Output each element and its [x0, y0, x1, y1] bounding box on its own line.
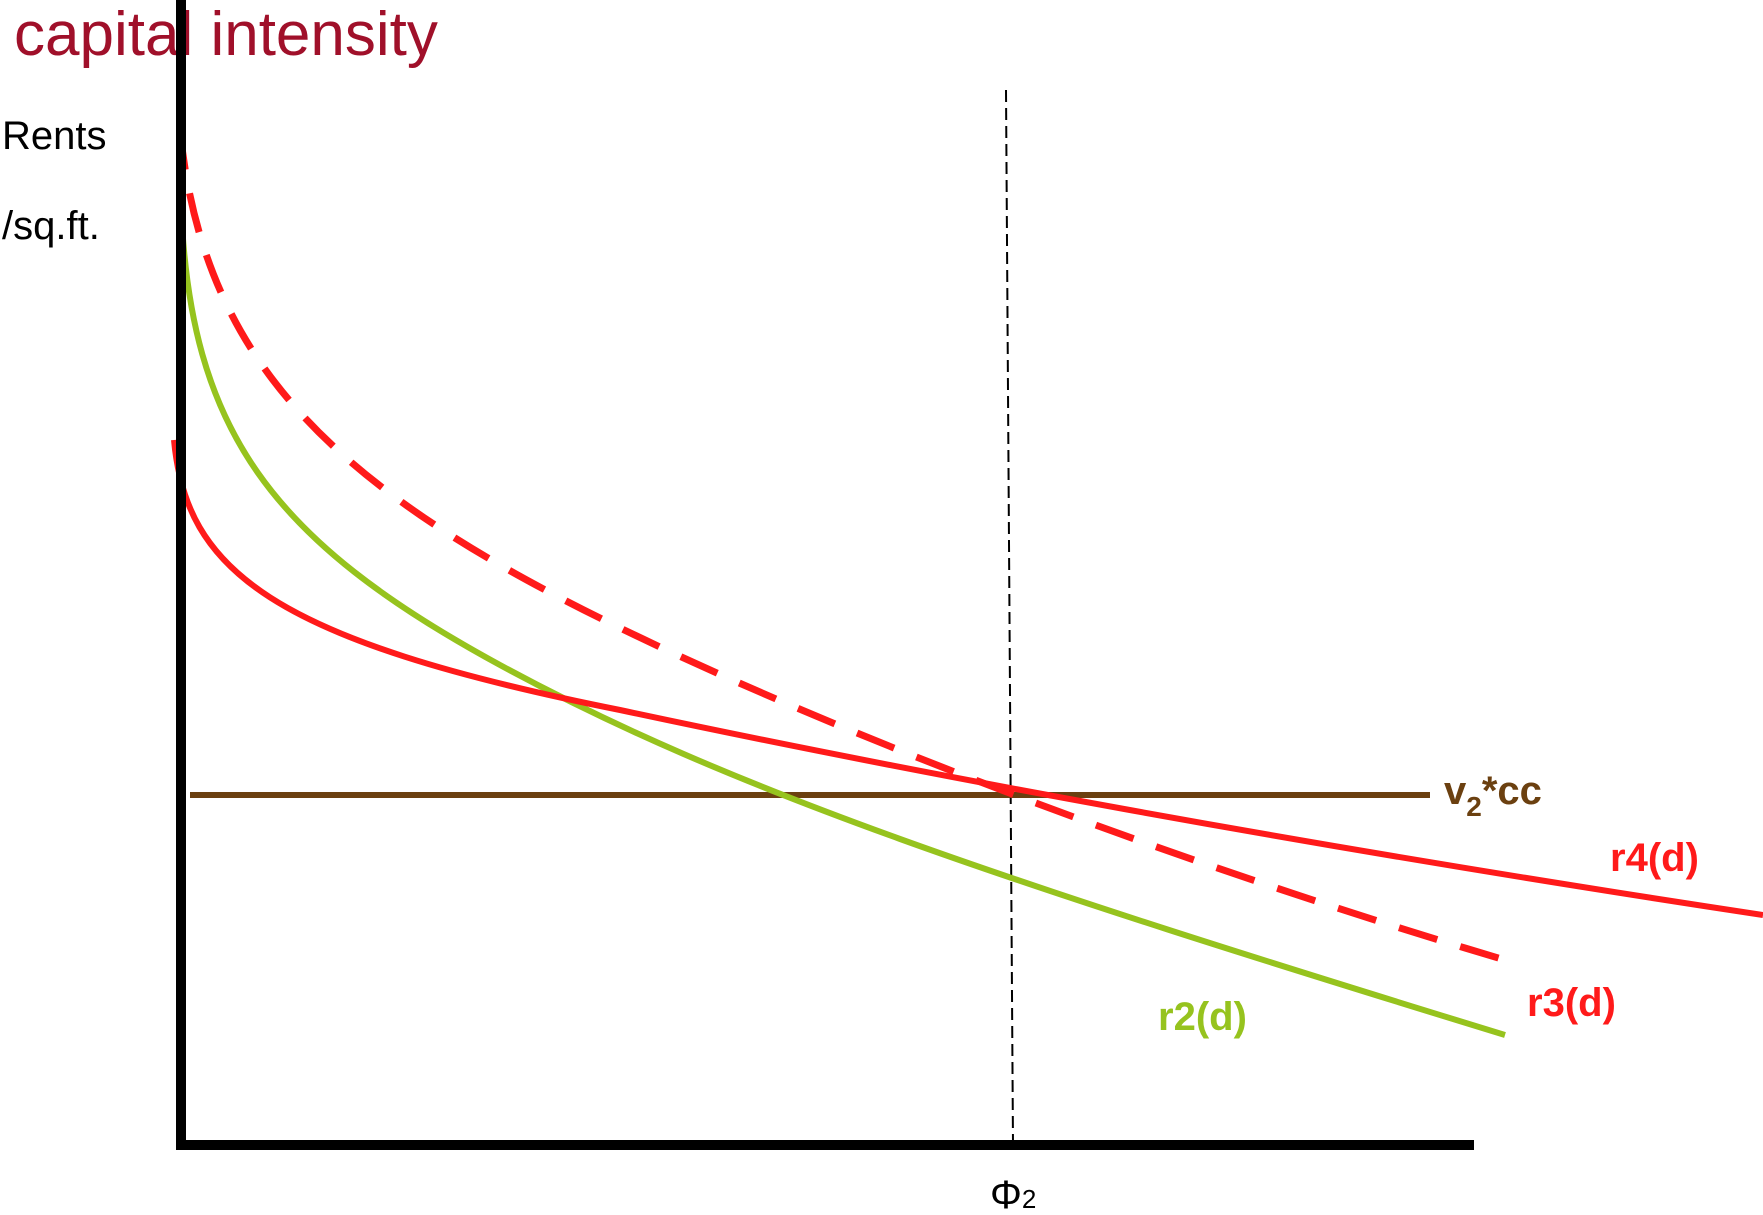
- y-axis-label-line2: /sq.ft.: [2, 204, 100, 248]
- construction-cost-label: v2*cc: [1444, 769, 1542, 822]
- phi2-subscript: 2: [1022, 1184, 1036, 1214]
- page-title: capital intensity: [14, 0, 438, 69]
- construction-cost-label-tail: *cc: [1482, 769, 1542, 813]
- r2-label: r2(d): [1158, 995, 1247, 1039]
- phi2-axis-label: Φ2: [990, 1173, 1036, 1215]
- y-axis-label-line1: Rents: [2, 114, 107, 158]
- r4-curve: [171, 439, 1763, 918]
- phi2-dashed-line: [1005, 89, 1014, 1146]
- r2-curve: [178, 204, 1506, 1038]
- phi2-symbol: Φ: [990, 1173, 1022, 1215]
- r3-label: r3(d): [1527, 981, 1616, 1025]
- construction-cost-label-sub: 2: [1466, 791, 1482, 822]
- construction-cost-label-main: v: [1444, 769, 1467, 813]
- r4-label: r4(d): [1610, 836, 1699, 880]
- r3-curve: [176, 129, 1506, 964]
